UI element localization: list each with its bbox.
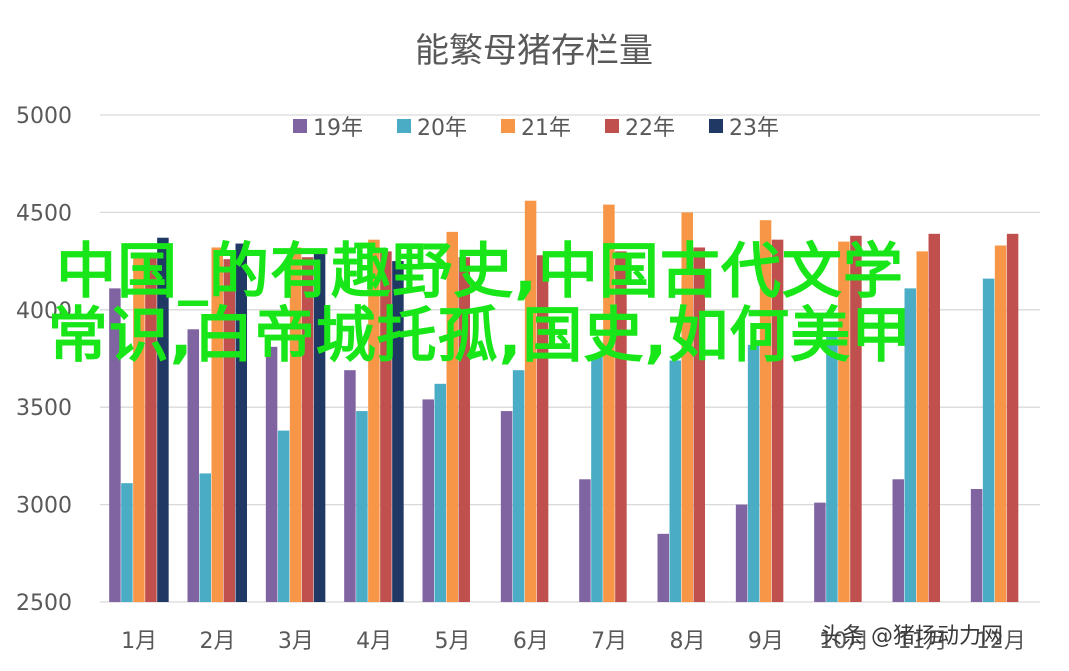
bar-19年-5月	[422, 399, 434, 602]
y-tick-label: 2500	[16, 591, 72, 616]
bar-20年-2月	[199, 473, 211, 602]
bar-21年-7月	[603, 204, 615, 602]
legend-label: 21年	[521, 116, 571, 141]
chart-title: 能繁母猪存栏量	[415, 31, 653, 71]
bar-22年-9月	[771, 239, 784, 602]
bar-21年-5月	[446, 231, 458, 602]
bar-19年-2月	[187, 329, 199, 602]
bar-19年-11月	[892, 479, 904, 602]
x-tick-label: 3月	[278, 629, 314, 654]
legend-label: 19年	[313, 116, 363, 141]
bars	[109, 200, 1019, 603]
bar-23年-2月	[235, 243, 247, 602]
legend-swatch	[397, 119, 411, 133]
bar-22年-11月	[928, 233, 940, 602]
y-axis-ticks: 2500 3000 3500 4000 4500 5000	[16, 104, 72, 616]
legend-swatch	[605, 119, 619, 133]
bar-20年-6月	[512, 370, 525, 602]
x-tick-label: 10月	[819, 629, 869, 654]
bar-20年-1月	[121, 483, 133, 602]
bar-19年-8月	[657, 533, 669, 602]
bar-22年-3月	[301, 257, 314, 602]
bar-20年-9月	[747, 344, 760, 602]
bar-20年-5月	[434, 383, 446, 602]
legend-swatch	[501, 119, 515, 133]
bar-20年-3月	[277, 430, 290, 602]
bar-22年-8月	[693, 247, 705, 603]
bar-19年-7月	[579, 479, 591, 602]
y-tick-label: 5000	[16, 104, 72, 129]
x-tick-label: 9月	[748, 629, 784, 654]
legend-swatch	[293, 119, 307, 133]
bar-21年-8月	[681, 212, 693, 602]
bar-19年-10月	[814, 502, 826, 602]
bar-19年-9月	[735, 504, 748, 602]
watermark: 头条 @猪场动力网	[820, 624, 1003, 649]
y-tick-label: 4000	[16, 299, 72, 324]
legend-swatch	[709, 119, 723, 133]
x-tick-label: 11月	[898, 629, 948, 654]
x-tick-label: 1月	[121, 629, 157, 654]
bar-22年-12月	[1006, 233, 1019, 602]
x-tick-label: 12月	[976, 629, 1026, 654]
bar-21年-12月	[994, 245, 1007, 603]
y-tick-label: 3000	[16, 494, 72, 519]
bar-23年-3月	[313, 249, 326, 603]
gridlines	[100, 114, 1040, 603]
bar-20年-8月	[669, 360, 681, 602]
x-axis-ticks: 1月 2月 3月 4月 5月 6月 7月 8月 9月 10月 11月 12月	[121, 629, 1026, 654]
bar-19年-6月	[500, 411, 513, 602]
bar-21年-10月	[838, 241, 850, 602]
bar-20年-4月	[356, 411, 368, 602]
bar-22年-2月	[223, 259, 235, 602]
x-tick-label: 7月	[591, 629, 627, 654]
legend-label: 22年	[625, 116, 675, 141]
bar-19年-4月	[344, 370, 356, 602]
x-tick-label: 5月	[435, 629, 471, 654]
overlay-text: 中国_的有趣野史,中国古代文学常识,白帝城托孤,国史,如何美甲	[47, 237, 913, 371]
bar-21年-2月	[211, 247, 223, 603]
bar-21年-3月	[289, 247, 302, 603]
bar-22年-4月	[380, 251, 392, 603]
legend-label: 23年	[729, 116, 779, 141]
bar-20年-11月	[904, 288, 916, 602]
legend-label: 20年	[417, 116, 467, 141]
bar-21年-9月	[759, 220, 772, 602]
y-tick-label: 3500	[16, 396, 72, 421]
bar-20年-12月	[982, 278, 995, 602]
bar-20年-10月	[826, 333, 838, 602]
bar-21年-1月	[133, 255, 145, 603]
bar-23年-4月	[392, 261, 404, 602]
bar-22年-10月	[850, 235, 862, 602]
x-tick-label: 8月	[670, 629, 706, 654]
bar-22年-6月	[536, 255, 549, 603]
bar-19年-12月	[970, 489, 983, 602]
bar-22年-1月	[145, 255, 157, 603]
bar-19年-3月	[265, 346, 278, 602]
x-tick-label: 4月	[356, 629, 392, 654]
bar-21年-6月	[524, 200, 537, 602]
bar-22年-7月	[615, 251, 627, 603]
x-tick-label: 2月	[200, 629, 236, 654]
y-tick-label: 4500	[16, 201, 72, 226]
bar-21年-11月	[916, 251, 928, 603]
bar-23年-1月	[157, 237, 169, 602]
bar-21年-4月	[368, 239, 380, 602]
bar-19年-1月	[109, 288, 121, 602]
bar-20年-7月	[591, 354, 603, 602]
bar-22年-5月	[458, 257, 470, 602]
x-tick-label: 6月	[513, 629, 549, 654]
legend: 19年 20年 21年 22年 23年	[293, 116, 779, 141]
